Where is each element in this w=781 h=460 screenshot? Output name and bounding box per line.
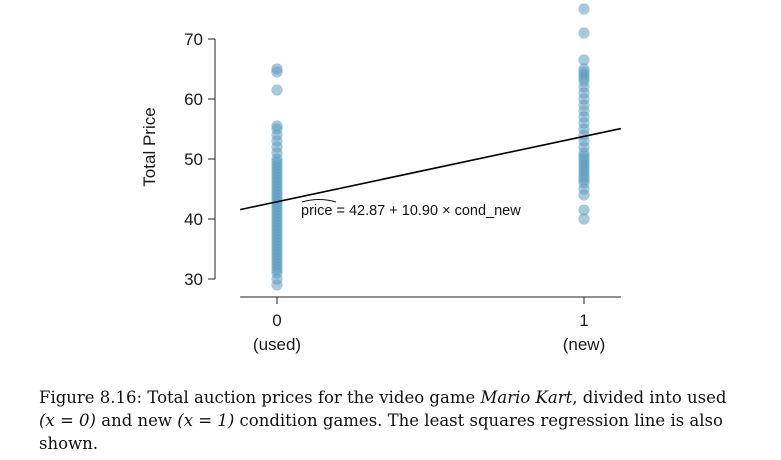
point-used-46	[271, 120, 283, 132]
x-tick-label-1: 1	[579, 311, 588, 330]
figure-label: Figure 8.16:	[39, 388, 143, 407]
x-tick-label-0: 0	[272, 311, 281, 330]
caption-text-middle: , divided into used	[572, 388, 727, 407]
y-axis-title: Total Price	[140, 107, 159, 186]
point-used-47	[271, 84, 283, 96]
point-new-0	[578, 213, 590, 225]
x-category-label-0: (used)	[253, 335, 301, 354]
y-tick-label-70: 70	[184, 30, 203, 49]
point-used-49	[271, 63, 283, 75]
point-new-33	[578, 3, 590, 15]
y-tick-label-50: 50	[184, 150, 203, 169]
y-tick-label-30: 30	[184, 270, 203, 289]
point-new-32	[578, 27, 590, 39]
caption-text-before: Total auction prices for the video game	[147, 388, 481, 407]
y-axis: 30 40 50 60 70	[184, 30, 216, 289]
point-new-30	[578, 63, 590, 75]
regression-line-group: price = 42.87 + 10.90 × cond_new	[239, 127, 622, 219]
caption-text-end: condition games. The least squares regre…	[39, 411, 723, 453]
point-new-31	[578, 54, 590, 66]
regression-line	[239, 127, 622, 211]
caption-text-after-used: and new	[96, 411, 178, 430]
y-tick-label-40: 40	[184, 210, 203, 229]
caption-game-title: Mario Kart	[480, 388, 573, 407]
data-points	[271, 3, 590, 291]
y-tick-label-60: 60	[184, 90, 203, 109]
figure-caption: Figure 8.16: Total auction prices for th…	[39, 386, 761, 455]
price-hat-mark	[301, 199, 337, 203]
regression-equation-label: price = 42.87 + 10.90 × cond_new	[301, 203, 521, 219]
scatter-plot: 30 40 50 60 70 0 (used) 1 (new) price = 42.87 +…	[140, 3, 622, 354]
caption-used-math: (x = 0)	[39, 411, 96, 430]
x-axis: 0 (used) 1 (new)	[240, 296, 621, 354]
point-new-1	[578, 204, 590, 216]
caption-new-math: (x = 1)	[177, 411, 235, 430]
x-category-label-1: (new)	[563, 335, 606, 354]
